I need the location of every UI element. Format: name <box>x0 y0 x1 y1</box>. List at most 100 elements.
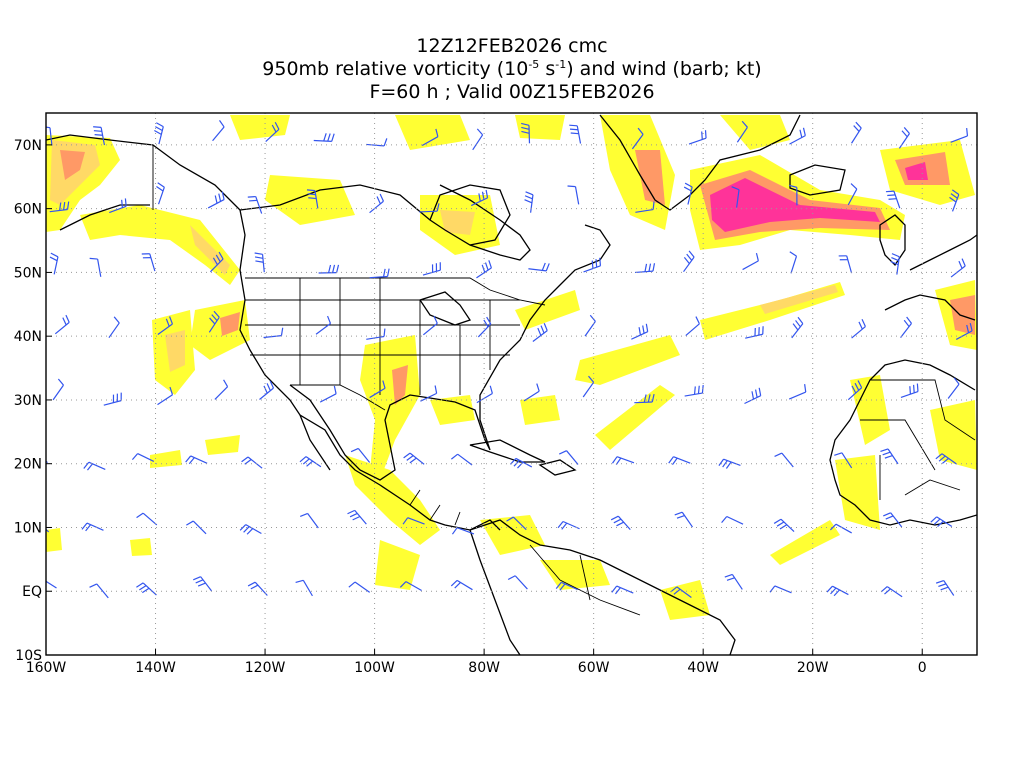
wind-barb <box>880 586 903 598</box>
wind-barb <box>263 327 284 339</box>
wind-barb <box>721 515 744 525</box>
us-mexico-border <box>290 384 386 411</box>
wind-barb <box>555 581 578 591</box>
lon-tick-label: 60W <box>578 660 610 676</box>
vorticity-area <box>220 312 240 336</box>
wind-barb <box>688 130 707 145</box>
wind-barb <box>450 453 473 466</box>
wind-barb <box>46 580 57 589</box>
vorticity-area <box>635 150 665 205</box>
wind-barb <box>890 253 900 275</box>
wind-barb <box>348 581 371 593</box>
lon-tick-label: 100W <box>354 660 395 676</box>
lat-tick-label: 50N <box>14 265 42 281</box>
wind-barb <box>668 456 691 465</box>
canada-us-border <box>245 277 546 306</box>
vorticity-area <box>595 385 675 450</box>
wind-barb <box>674 511 693 528</box>
wind-barb <box>239 524 262 535</box>
map-title-valid: F=60 h ; Valid 00Z15FEB2026 <box>369 81 655 103</box>
wind-barb <box>788 184 798 206</box>
wind-barb <box>369 380 386 399</box>
wind-barb <box>83 461 106 471</box>
wind-barb <box>450 579 473 591</box>
vorticity-area <box>440 210 475 235</box>
wind-barb <box>851 121 862 144</box>
europe-coast <box>884 234 977 321</box>
wind-barb <box>773 518 795 533</box>
wind-barb <box>350 447 371 463</box>
british-isles <box>879 214 906 267</box>
wind-barbs <box>46 120 973 599</box>
north-america-coast <box>46 134 501 531</box>
wind-barb <box>745 326 764 339</box>
vorticity-area <box>46 528 62 552</box>
wind-barb <box>299 456 322 468</box>
wind-barb <box>422 262 441 276</box>
wind-barb <box>93 126 106 146</box>
wind-barb <box>631 127 644 150</box>
wind-barb <box>54 314 70 335</box>
wind-barb <box>247 195 263 214</box>
vorticity-area <box>710 178 880 232</box>
cuba <box>469 439 546 463</box>
wind-barb <box>774 452 794 468</box>
wind-barb <box>420 385 438 402</box>
vorticity-area <box>515 115 565 140</box>
lat-tick-label: 30N <box>14 393 42 409</box>
wind-barb <box>611 456 635 465</box>
lat-tick-label: 70N <box>14 138 42 154</box>
vorticity-area <box>395 115 470 150</box>
vorticity-area <box>600 115 675 230</box>
wind-barb <box>208 310 220 333</box>
wind-barb <box>81 522 104 532</box>
wind-barb <box>136 512 158 526</box>
vorticity-area <box>905 162 928 180</box>
wind-barb <box>900 383 919 399</box>
vorticity-area <box>230 115 290 140</box>
wind-barb <box>319 385 337 403</box>
wind-barb <box>635 201 655 213</box>
wind-barb <box>318 264 340 274</box>
lon-tick-label: 40W <box>687 660 719 676</box>
wind-barb <box>885 190 901 209</box>
lon-tick-label: 0 <box>918 660 927 676</box>
vorticity-area <box>720 115 790 150</box>
wind-barb <box>451 527 475 535</box>
map-title-field: 950mb relative vorticity (10-5 s-1) and … <box>262 58 762 80</box>
central-america-borders <box>409 489 461 526</box>
vorticity-area <box>515 290 580 330</box>
wind-barb <box>89 257 102 277</box>
lon-tick-label: 140W <box>135 660 176 676</box>
wind-barb <box>930 516 953 528</box>
wind-barb <box>52 378 64 401</box>
vorticity-area <box>150 450 182 468</box>
wind-barb <box>241 456 263 469</box>
tick-labels: 160W 140W 120W 100W 80W 60W 40W 20W 0 70N 60N 50N 40… <box>14 138 927 676</box>
wind-barb <box>157 316 173 335</box>
map-frame <box>45 112 978 656</box>
africa-coast <box>829 359 977 526</box>
wind-barb <box>847 380 863 401</box>
south-america-borders <box>529 544 641 616</box>
wind-barb <box>156 182 165 205</box>
lat-tick-label: 10S <box>15 648 42 664</box>
vorticity-area <box>265 175 355 225</box>
vorticity-area <box>760 285 838 314</box>
wind-barb <box>611 585 634 595</box>
vorticity-area <box>360 335 420 480</box>
wind-barb <box>506 516 527 531</box>
wind-barb <box>366 328 386 340</box>
wind-barb <box>369 268 390 279</box>
vorticity-area <box>835 455 880 530</box>
wind-barb <box>528 262 550 272</box>
wind-barb <box>214 379 229 400</box>
wind-barb <box>838 255 853 274</box>
wind-barb <box>193 576 213 592</box>
wind-barb <box>744 387 762 405</box>
wind-barb <box>472 128 484 151</box>
wind-barb <box>507 575 528 590</box>
wind-barb <box>419 203 440 213</box>
wind-barb <box>559 450 579 465</box>
wind-barb <box>306 189 319 209</box>
